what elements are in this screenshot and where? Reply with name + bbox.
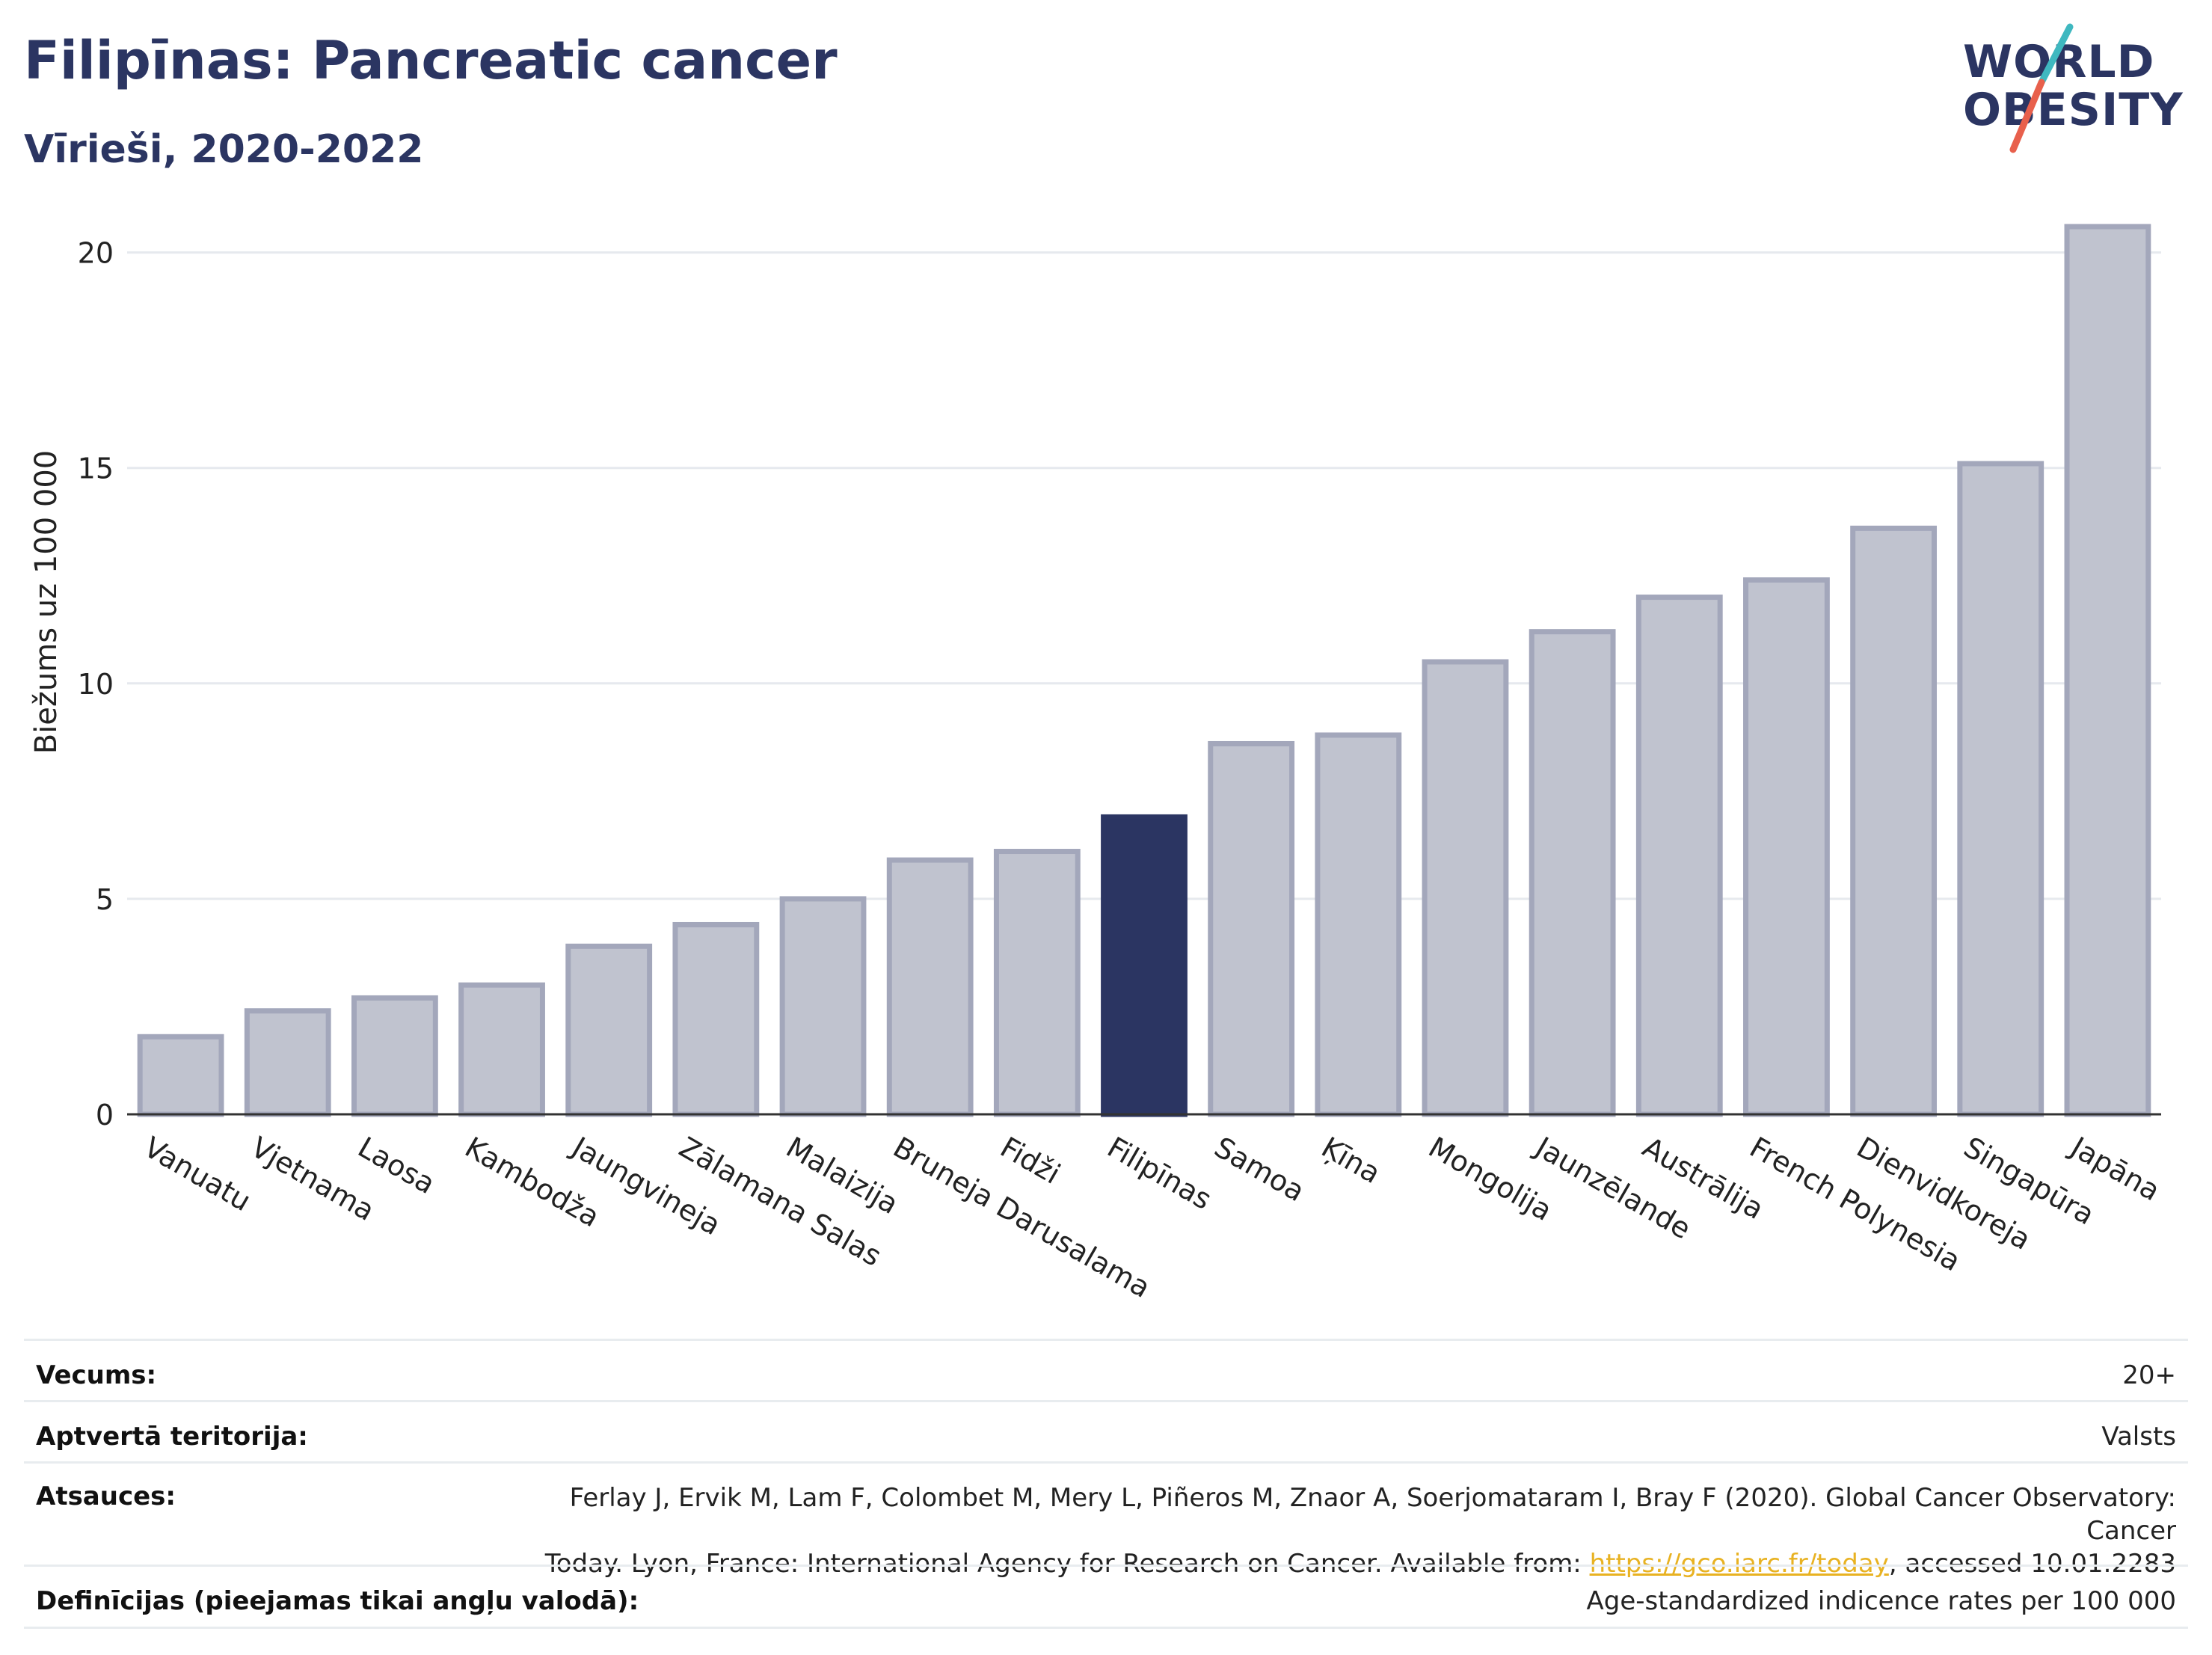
y-tick-label: 10 — [78, 668, 114, 701]
refs-line-2-post: , accessed 10.01.2283 — [1888, 1549, 2176, 1579]
bar-filipīnas — [1101, 814, 1188, 1117]
bar-fidži — [993, 849, 1081, 1117]
x-tick-label: Samoa — [1209, 1131, 1310, 1209]
bars-layer — [127, 224, 2161, 1117]
age-value: 20+ — [2122, 1360, 2176, 1390]
coverage-label: Aptvertā teritorija: — [36, 1422, 308, 1452]
x-tick-label: Filipīnas — [1102, 1131, 1217, 1216]
x-tick-label: Vanuatu — [138, 1131, 256, 1218]
coverage-value: Valsts — [2101, 1422, 2176, 1452]
refs-line-1: Ferlay J, Ervik M, Lam F, Colombet M, Me… — [569, 1483, 2176, 1546]
y-axis-label: Biežums uz 100 000 — [29, 450, 64, 755]
refs-value: Ferlay J, Ervik M, Lam F, Colombet M, Me… — [531, 1481, 2176, 1580]
bar-kambodža — [458, 982, 545, 1117]
info-row-age: Vecums: 20+ — [24, 1339, 2188, 1401]
bar-singapūra — [1957, 461, 2044, 1117]
info-row-definitions: Definīcijas (pieejamas tikai angļu valod… — [24, 1565, 2188, 1629]
defs-label: Definīcijas (pieejamas tikai angļu valod… — [36, 1586, 639, 1616]
bar-samoa — [1208, 740, 1295, 1117]
logo-text-obesity: OBESITY — [1963, 84, 2184, 136]
refs-line-2-pre: Today. Lyon, France: International Agenc… — [544, 1549, 1590, 1579]
info-row-coverage: Aptvertā teritorija: Valsts — [24, 1400, 2188, 1462]
bar-mongolija — [1422, 659, 1509, 1117]
page-subtitle: Vīrieši, 2020-2022 — [24, 127, 424, 172]
refs-label: Atsauces: — [36, 1481, 176, 1511]
page-title: Filipīnas: Pancreatic cancer — [24, 30, 838, 91]
bar-bruneja-darusalama — [886, 857, 974, 1117]
bar-jaungvineja — [565, 943, 653, 1117]
bar-jaunzēlande — [1529, 629, 1616, 1117]
bar-malaizija — [779, 896, 867, 1117]
age-label: Vecums: — [36, 1360, 157, 1390]
defs-value: Age-standardized indicence rates per 100… — [1586, 1586, 2176, 1616]
bar-french-polynesia — [1743, 577, 1830, 1117]
y-tick-label: 15 — [78, 452, 114, 485]
bar-austrālija — [1635, 595, 1723, 1117]
refs-line-2: Today. Lyon, France: International Agenc… — [531, 1547, 2176, 1580]
x-tick-label: Ķīna — [1316, 1131, 1386, 1191]
refs-link[interactable]: https://gco.iarc.fr/today — [1589, 1549, 1889, 1579]
y-tick-label: 0 — [96, 1099, 114, 1132]
bar-vjetnama — [244, 1008, 331, 1117]
bar-ķīna — [1315, 732, 1402, 1117]
y-ticks-layer: 0 5 10 15 20 — [78, 237, 114, 1132]
y-tick-label: 5 — [96, 883, 114, 916]
logo-slash-icon — [2009, 23, 2074, 153]
bar-japāna — [2064, 224, 2151, 1117]
bar-vanuatu — [137, 1034, 224, 1117]
x-tick-label: Fidži — [995, 1131, 1066, 1191]
info-row-references: Atsauces: Ferlay J, Ervik M, Lam F, Colo… — [24, 1461, 2188, 1579]
bar-dienvidkoreja — [1850, 525, 1938, 1117]
bar-laosa — [351, 995, 438, 1117]
y-tick-label: 20 — [78, 237, 114, 270]
bar-zālamana-salas — [672, 921, 760, 1117]
